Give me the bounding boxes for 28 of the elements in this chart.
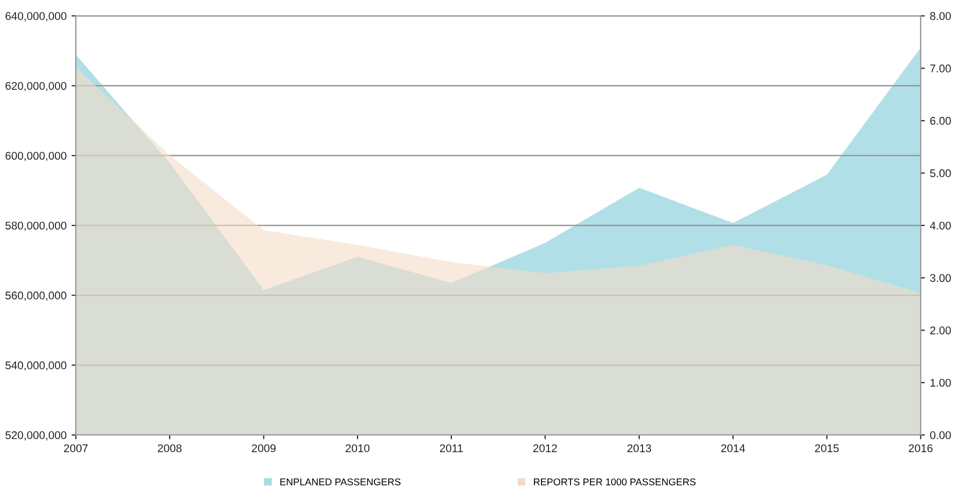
- y2-tick-label: 0.00: [930, 431, 951, 440]
- y2-tick-label: 2.00: [930, 326, 951, 334]
- x-tick-label: 2009: [252, 444, 276, 452]
- y-tick-label: 580,000,000: [5, 222, 66, 231]
- x-tick-label: 2013: [627, 444, 652, 452]
- x-tick-label: 2015: [815, 444, 839, 452]
- y2-tick-label: 1.00: [930, 378, 951, 387]
- y-tick-label: 540,000,000: [5, 361, 66, 371]
- x-tick-label: 2016: [908, 444, 933, 452]
- y-tick-label: 640,000,000: [6, 12, 66, 22]
- y-tick-label: 600,000,000: [6, 152, 66, 162]
- x-tick-label: 2010: [346, 444, 370, 452]
- x-tick-label: 2012: [533, 444, 557, 452]
- y2-tick-label: 3.00: [930, 274, 951, 282]
- x-tick-label: 2011: [440, 444, 463, 452]
- y-tick-label: 620,000,000: [6, 82, 66, 92]
- x-tick-label: 2007: [64, 444, 88, 452]
- x-tick-label: 2014: [721, 444, 746, 452]
- y-tick-label: 560,000,000: [5, 292, 66, 301]
- x-tick-label: 2008: [158, 444, 182, 452]
- y2-tick-label: 4.00: [930, 222, 951, 230]
- y2-tick-label: 6.00: [930, 116, 951, 125]
- y2-tick-label: 8.00: [930, 12, 951, 20]
- y-tick-label: 520,000,000: [5, 431, 66, 440]
- y2-tick-label: 7.00: [930, 64, 951, 72]
- y2-tick-label: 5.00: [930, 169, 951, 178]
- legend-label: REPORTS PER 1000 PASSENGERS: [534, 478, 696, 486]
- legend-label: ENPLANED PASSENGERS: [280, 478, 400, 486]
